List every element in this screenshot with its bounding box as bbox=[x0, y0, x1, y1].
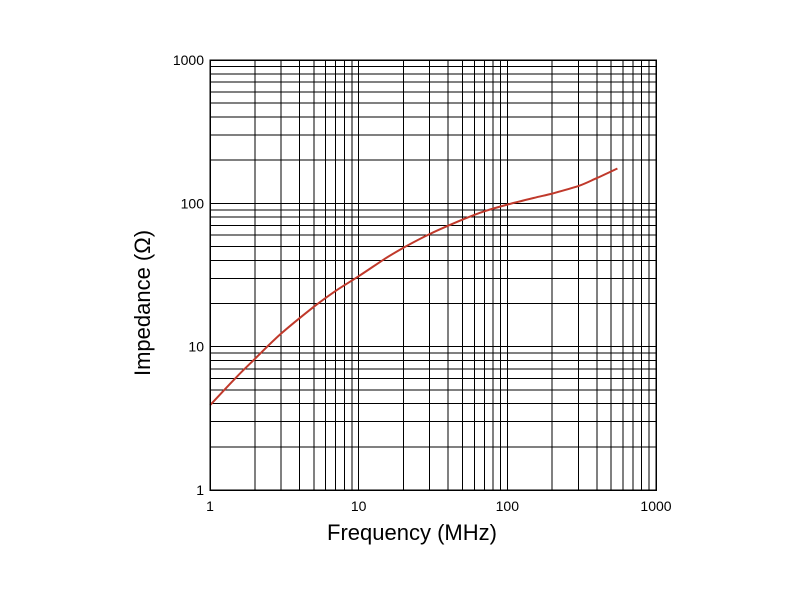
x-tick-label: 1 bbox=[206, 498, 214, 514]
x-tick-labels: 1 10 100 1000 bbox=[206, 498, 672, 514]
y-tick-label: 1000 bbox=[173, 52, 204, 68]
impedance-curve bbox=[209, 167, 618, 406]
x-tick-label: 100 bbox=[496, 498, 520, 514]
y-axis-title: Impedance (Ω) bbox=[130, 230, 155, 376]
grid bbox=[209, 59, 657, 491]
x-axis-title: Frequency (MHz) bbox=[327, 520, 497, 545]
y-tick-labels: 1 10 100 1000 bbox=[173, 52, 204, 498]
y-tick-label: 100 bbox=[181, 195, 205, 211]
plot-frame bbox=[209, 59, 657, 491]
x-tick-label: 10 bbox=[351, 498, 367, 514]
y-tick-label: 1 bbox=[196, 482, 204, 498]
series-group bbox=[209, 167, 618, 406]
x-tick-label: 1000 bbox=[640, 498, 671, 514]
y-tick-label: 10 bbox=[188, 339, 204, 355]
